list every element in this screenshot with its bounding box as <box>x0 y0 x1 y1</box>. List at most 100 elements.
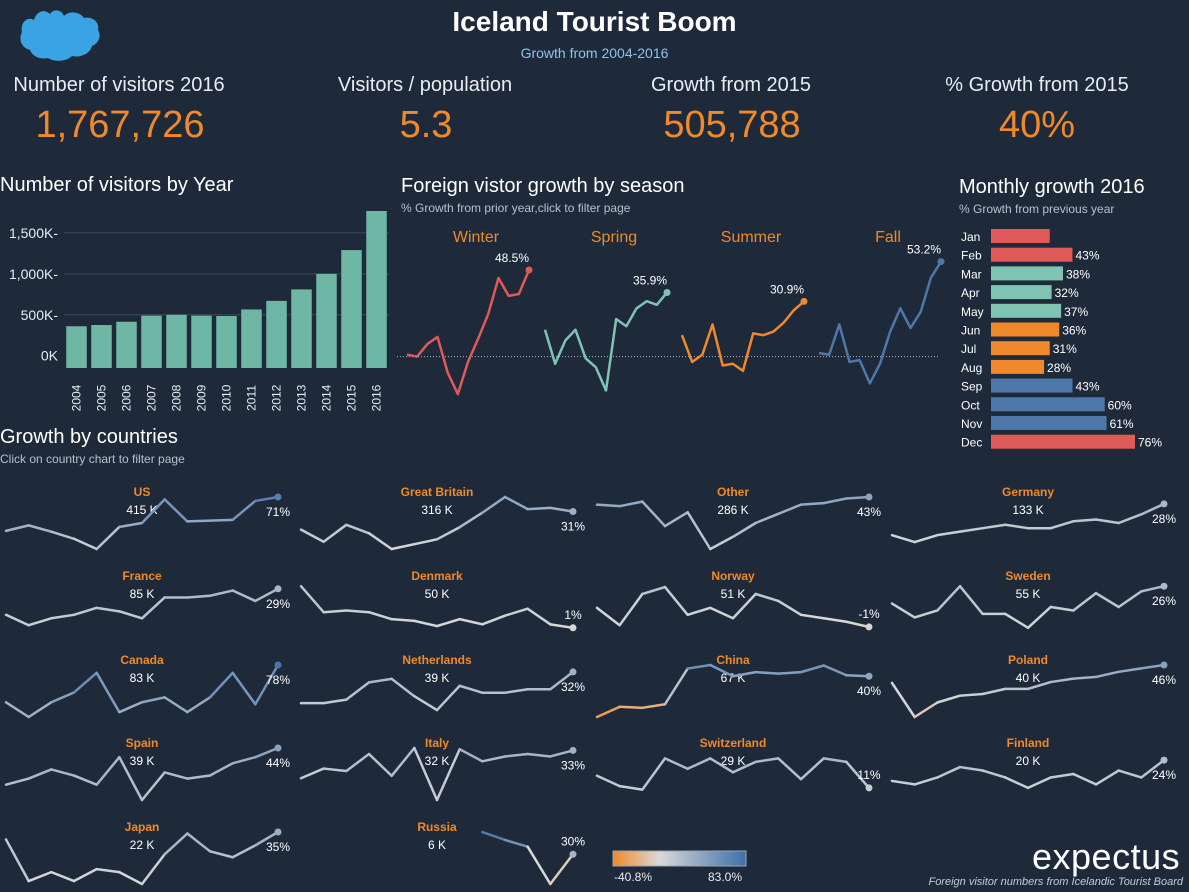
country-line-segment <box>709 606 735 620</box>
season-panel-title: Winter <box>453 229 500 246</box>
country-line-segment <box>731 521 757 539</box>
country-line-segment <box>663 585 689 617</box>
country-line-segment <box>1049 772 1075 779</box>
country-end-point <box>569 508 577 516</box>
country-line-segment <box>503 607 529 617</box>
country-line-segment <box>1004 612 1030 630</box>
season-panel-title: Spring <box>591 229 637 246</box>
country-line-segment <box>1117 590 1143 609</box>
dashboard-title: Iceland Tourist Boom <box>452 6 737 37</box>
country-line-segment <box>435 617 461 628</box>
country-end-label: 32% <box>561 680 585 694</box>
country-line-segment <box>890 681 916 719</box>
year-xtick-label: 2007 <box>145 384 159 411</box>
monthly-bar <box>991 341 1050 356</box>
country-end-point <box>1160 582 1168 590</box>
monthly-bar <box>991 378 1073 393</box>
iceland-map-icon <box>20 10 100 61</box>
year-xtick-label: 2014 <box>320 384 334 411</box>
country-end-point <box>274 661 282 669</box>
legend-min-label: -40.8% <box>614 870 653 884</box>
season-end-label: 48.5% <box>495 251 529 265</box>
country-line-segment <box>686 757 712 771</box>
country-line-segment <box>299 584 325 614</box>
country-line-segment <box>208 850 234 859</box>
country-line-segment <box>118 701 144 714</box>
country-line-segment <box>481 755 507 763</box>
monthly-category-label: Aug <box>961 361 982 375</box>
year-ytick-label: 1,000K- <box>9 266 58 282</box>
country-line-segment <box>641 585 667 596</box>
year-bar <box>241 309 262 368</box>
kpi-pct-growth-label: % Growth from 2015 <box>945 74 1129 96</box>
year-bar <box>266 300 287 368</box>
country-line-segment <box>641 757 667 791</box>
country-line-segment <box>140 498 166 525</box>
country-line-segment <box>913 609 939 619</box>
country-line-segment <box>936 765 962 779</box>
country-name-label: Denmark <box>411 569 463 583</box>
country-line-segment <box>72 867 98 883</box>
country-line-segment <box>95 867 121 874</box>
monthly-bar-chart[interactable]: Jan Feb 43% Mar 38% Apr 32% May 37% Jun 36% Jul 31% A… <box>955 222 1185 454</box>
country-line-segment <box>163 696 189 714</box>
country-line-segment <box>322 767 348 773</box>
country-line-segment <box>754 757 780 764</box>
country-line-segment <box>72 537 98 551</box>
monthly-category-label: Jul <box>961 342 976 356</box>
country-line-segment <box>481 830 507 842</box>
country-line-segment <box>641 703 667 710</box>
year-xtick-label: 2016 <box>370 384 384 411</box>
country-line-segment <box>186 519 212 523</box>
country-visitors-label: 29 K <box>721 754 746 768</box>
countries-chart-title: Growth by countries <box>0 426 178 448</box>
monthly-category-label: Apr <box>961 286 980 300</box>
country-line-segment <box>435 747 461 802</box>
country-visitors-label: 32 K <box>425 754 450 768</box>
season-end-point <box>663 288 671 296</box>
country-line-segment <box>958 526 984 533</box>
year-xtick-label: 2004 <box>70 384 84 411</box>
country-visitors-label: 50 K <box>425 587 450 601</box>
monthly-category-label: Feb <box>961 249 982 263</box>
season-line-chart[interactable]: Winter 48.5% Spring 35.9% Summer 30.9% Fall 53.… <box>395 215 950 410</box>
country-line-segment <box>1049 520 1075 530</box>
country-line-segment <box>1094 591 1120 609</box>
monthly-bar <box>991 266 1063 281</box>
year-bar-chart[interactable]: 0K 500K- 1,000K- 1,500K- 2004 2005 2006 2007 200… <box>0 200 395 415</box>
country-line-segment <box>27 524 53 533</box>
country-line-segment <box>731 760 757 774</box>
country-line-segment <box>4 613 30 627</box>
country-line-segment <box>641 500 667 528</box>
country-line-segment <box>208 762 234 777</box>
country-line-segment <box>254 495 280 503</box>
monthly-bar-label: 32% <box>1055 286 1079 300</box>
country-line-segment <box>1026 776 1052 790</box>
country-line-segment <box>231 844 257 859</box>
season-end-label: 30.9% <box>770 282 804 296</box>
country-line-segment <box>503 752 529 758</box>
country-end-label: 44% <box>266 756 290 770</box>
country-line-segment <box>163 498 189 523</box>
source-note: Foreign visitor numbers from Icelandic T… <box>928 876 1183 888</box>
season-series-line <box>543 291 668 392</box>
country-line-segment <box>435 684 461 712</box>
country-end-label: 11% <box>857 768 880 782</box>
season-panel-title: Summer <box>721 229 782 246</box>
country-line-segment <box>845 620 871 629</box>
country-line-segment <box>526 752 552 758</box>
country-line-segment <box>1140 584 1166 593</box>
country-line-segment <box>822 617 848 623</box>
monthly-bar-label: 61% <box>1110 417 1134 431</box>
country-name-label: US <box>134 485 151 499</box>
monthly-category-label: Mar <box>961 267 982 281</box>
country-end-label: 29% <box>266 597 290 611</box>
country-line-segment <box>958 584 984 616</box>
year-bar <box>66 326 87 368</box>
country-line-segment <box>595 774 621 788</box>
dashboard-subtitle: Growth from 2004-2016 <box>520 45 669 61</box>
country-line-segment <box>231 589 257 603</box>
country-visitors-label: 83 K <box>130 671 155 685</box>
country-line-segment <box>413 746 439 802</box>
